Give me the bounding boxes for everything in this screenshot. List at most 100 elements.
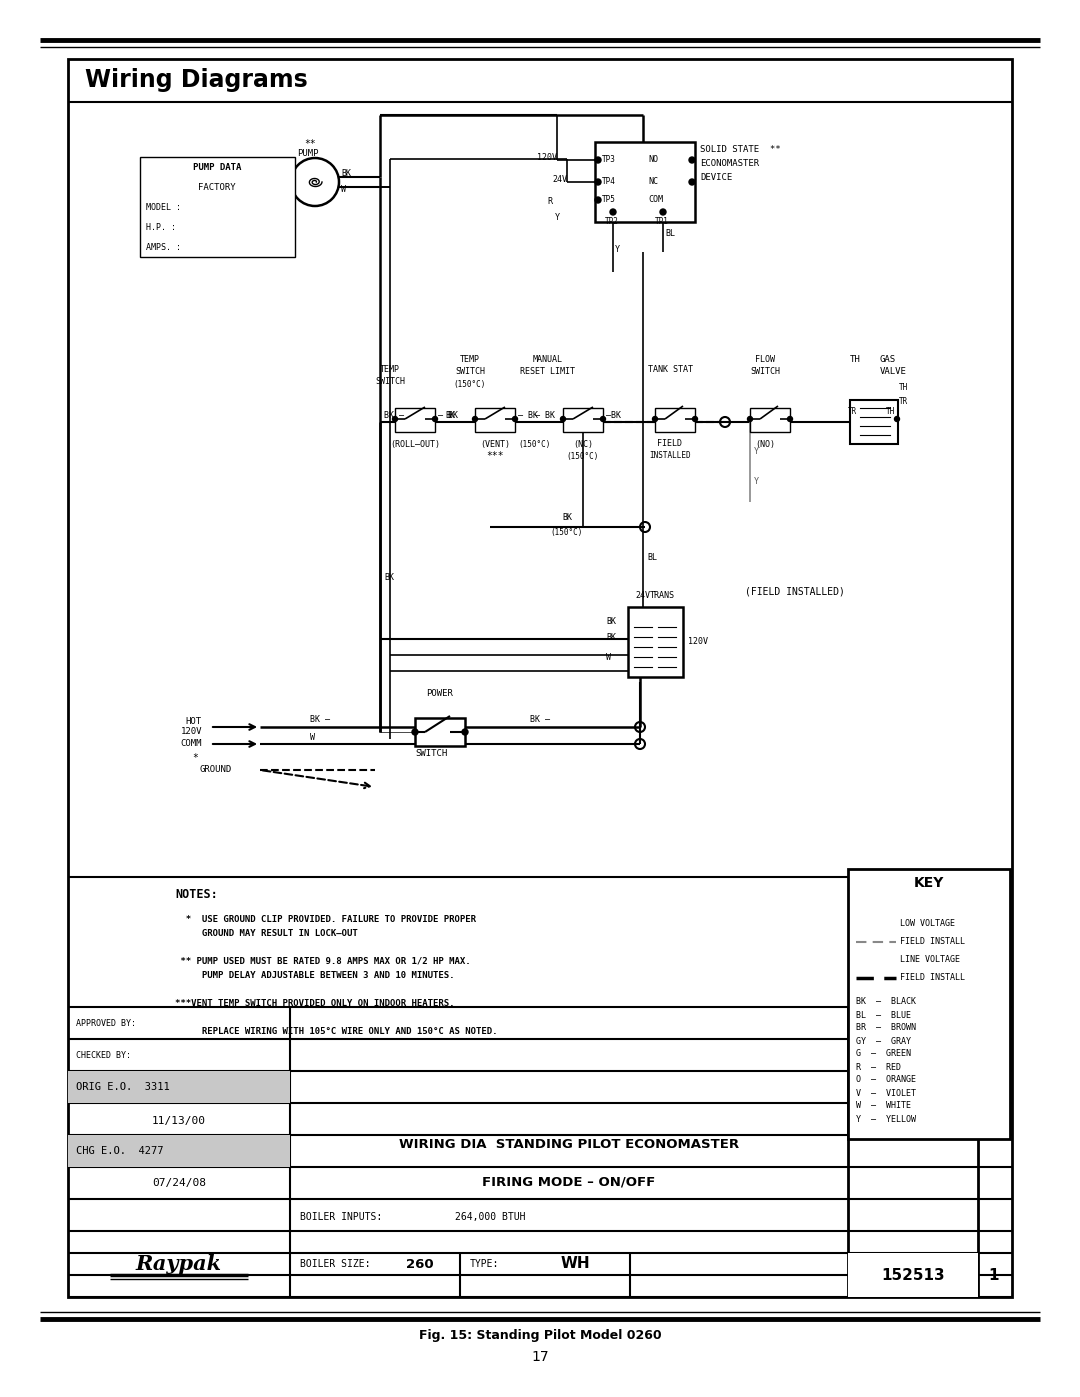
Text: TP3: TP3: [602, 155, 616, 165]
Text: DEVICE: DEVICE: [700, 173, 732, 183]
Text: NO: NO: [648, 155, 658, 165]
Text: (NC): (NC): [573, 440, 593, 448]
Text: 120V: 120V: [688, 637, 708, 647]
Circle shape: [411, 729, 418, 735]
Text: Fig. 15: Standing Pilot Model 0260: Fig. 15: Standing Pilot Model 0260: [419, 1329, 661, 1341]
Text: ***VENT TEMP SWITCH PROVIDED ONLY ON INDOOR HEATERS.: ***VENT TEMP SWITCH PROVIDED ONLY ON IND…: [175, 999, 455, 1007]
Circle shape: [432, 416, 437, 422]
Text: BK: BK: [445, 411, 455, 419]
Circle shape: [894, 416, 900, 422]
Text: (150°C): (150°C): [567, 451, 599, 461]
Text: Wiring Diagrams: Wiring Diagrams: [85, 68, 308, 92]
Text: Y: Y: [555, 214, 561, 222]
Text: APPROVED BY:: APPROVED BY:: [76, 1018, 136, 1028]
Text: BL  –  BLUE: BL – BLUE: [856, 1010, 912, 1020]
Text: G  –  GREEN: G – GREEN: [856, 1049, 912, 1059]
Text: (FIELD INSTALLED): (FIELD INSTALLED): [745, 587, 845, 597]
Text: COMM: COMM: [180, 739, 202, 749]
Text: BK –: BK –: [530, 715, 550, 725]
Text: Y: Y: [754, 478, 759, 486]
Circle shape: [652, 416, 658, 422]
Text: SWITCH: SWITCH: [375, 377, 405, 387]
Circle shape: [561, 416, 566, 422]
Text: 120V: 120V: [180, 728, 202, 736]
Text: 152513: 152513: [881, 1267, 945, 1282]
Text: W: W: [310, 733, 315, 742]
Bar: [750, 408, 789, 432]
Text: 24V: 24V: [552, 176, 567, 184]
Text: TH: TH: [850, 355, 861, 365]
Text: BK: BK: [384, 573, 394, 581]
Bar: [595, 142, 696, 222]
Text: W: W: [606, 652, 611, 662]
Text: BK: BK: [341, 169, 351, 179]
Text: (150°C): (150°C): [551, 528, 583, 536]
Text: V  –  VIOLET: V – VIOLET: [856, 1088, 916, 1098]
Circle shape: [689, 179, 696, 184]
Text: BK: BK: [606, 633, 616, 641]
Text: TYPE:: TYPE:: [470, 1259, 499, 1268]
Text: TEMP: TEMP: [460, 355, 480, 365]
Text: –BK: –BK: [606, 411, 621, 419]
Text: TP4: TP4: [602, 177, 616, 187]
Text: (150°C): (150°C): [454, 380, 486, 388]
Text: POWER: POWER: [427, 690, 454, 698]
Bar: [415, 718, 465, 746]
Text: MODEL :: MODEL :: [146, 203, 186, 211]
Text: ECONOMASTER: ECONOMASTER: [700, 159, 759, 169]
Text: Y: Y: [754, 447, 759, 457]
Text: NOTES:: NOTES:: [175, 888, 218, 901]
Text: 260: 260: [406, 1257, 434, 1270]
Text: BK –: BK –: [310, 715, 330, 725]
Text: W  –  WHITE: W – WHITE: [856, 1101, 912, 1111]
Bar: [627, 608, 683, 678]
Text: HOT: HOT: [186, 718, 202, 726]
Bar: [68, 59, 1012, 1296]
Text: BR  –  BROWN: BR – BROWN: [856, 1024, 916, 1032]
Text: FACTORY: FACTORY: [199, 183, 235, 193]
Text: TH: TH: [899, 383, 908, 391]
Text: TP2: TP2: [605, 218, 619, 226]
Text: FIELD INSTALL: FIELD INSTALL: [900, 937, 966, 947]
Text: RESET LIMIT: RESET LIMIT: [521, 367, 576, 377]
Bar: [140, 156, 295, 257]
Text: NC: NC: [648, 177, 658, 187]
Text: TR: TR: [849, 408, 858, 416]
Text: PUMP DELAY ADJUSTABLE BETWEEN 3 AND 10 MINUTES.: PUMP DELAY ADJUSTABLE BETWEEN 3 AND 10 M…: [175, 971, 455, 979]
Circle shape: [392, 416, 397, 422]
Text: *  USE GROUND CLIP PROVIDED. FAILURE TO PROVIDE PROPER: * USE GROUND CLIP PROVIDED. FAILURE TO P…: [175, 915, 476, 923]
Text: 1: 1: [989, 1267, 999, 1282]
Circle shape: [692, 416, 698, 422]
Text: SWITCH: SWITCH: [455, 367, 485, 377]
Text: TANK STAT: TANK STAT: [648, 366, 692, 374]
Circle shape: [462, 729, 468, 735]
Text: REPLACE WIRING WITH 105°C WIRE ONLY AND 150°C AS NOTED.: REPLACE WIRING WITH 105°C WIRE ONLY AND …: [175, 1027, 498, 1035]
Text: LINE VOLTAGE: LINE VOLTAGE: [900, 956, 960, 964]
Circle shape: [595, 156, 600, 163]
Text: ***: ***: [486, 451, 503, 461]
Circle shape: [747, 416, 753, 422]
Text: (NO): (NO): [755, 440, 775, 448]
Text: FLOW: FLOW: [755, 355, 775, 365]
Text: BL: BL: [647, 552, 657, 562]
Text: FIELD INSTALL: FIELD INSTALL: [900, 974, 966, 982]
Text: R  –  RED: R – RED: [856, 1063, 901, 1071]
Circle shape: [600, 416, 606, 422]
Text: AMPS. :: AMPS. :: [146, 243, 186, 251]
Bar: [848, 1253, 978, 1296]
Text: – BK: – BK: [518, 411, 538, 419]
Text: TR: TR: [899, 398, 908, 407]
Circle shape: [689, 156, 696, 163]
Bar: [848, 869, 1010, 1139]
Text: – BK: – BK: [438, 411, 458, 419]
Text: PUMP: PUMP: [297, 149, 319, 158]
Bar: [475, 408, 515, 432]
Text: R: R: [546, 197, 552, 207]
Text: CHECKED BY:: CHECKED BY:: [76, 1051, 131, 1059]
Circle shape: [513, 416, 517, 422]
Text: GROUND: GROUND: [200, 766, 232, 774]
Text: W: W: [341, 186, 346, 194]
Text: BK: BK: [606, 616, 616, 626]
Text: CHG E.O.  4277: CHG E.O. 4277: [76, 1146, 163, 1155]
Text: ORIG E.O.  3311: ORIG E.O. 3311: [76, 1083, 170, 1092]
